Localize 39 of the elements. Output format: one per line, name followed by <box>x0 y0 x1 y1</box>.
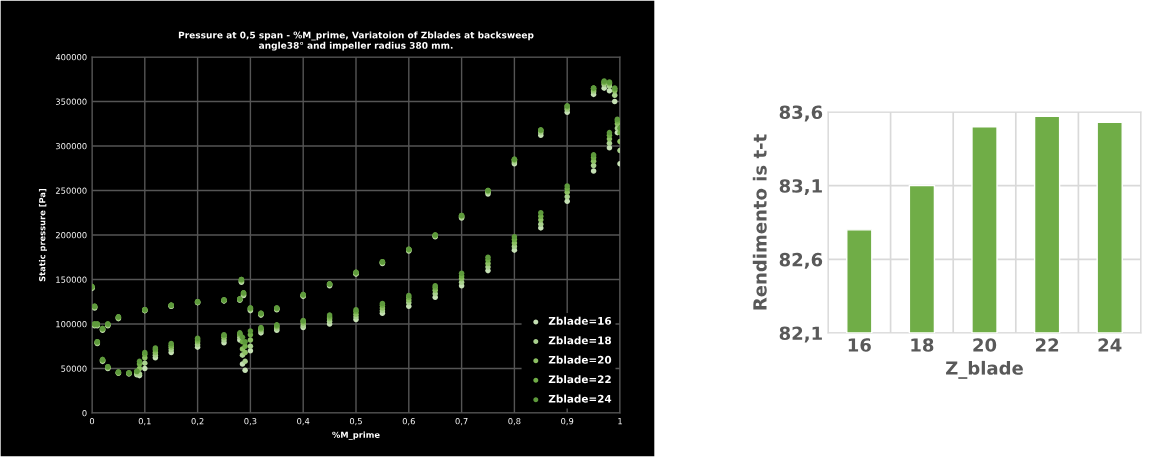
x-tick-label: 0,2 <box>191 418 204 426</box>
x-tick-label: 22 <box>1035 338 1059 352</box>
x-axis-title: %M_prime <box>332 431 380 440</box>
y-tick-label: 0 <box>82 409 87 417</box>
legend-label: Zblade=20 <box>548 355 612 364</box>
legend-label: Zblade=22 <box>548 375 611 384</box>
y-tick-label: 300000 <box>55 142 87 150</box>
x-tick-label: 0,1 <box>138 418 151 426</box>
x-tick-label: 0,3 <box>244 418 257 426</box>
x-tick-label: 0,5 <box>349 418 362 426</box>
x-axis-title: Z_blade <box>946 360 1023 379</box>
x-tick-label: 0 <box>89 418 95 425</box>
x-tick-label: 16 <box>848 338 871 352</box>
y-tick-label: 82,1 <box>779 326 822 343</box>
legend-label: Zblade=24 <box>548 394 612 403</box>
x-tick-label: 0,4 <box>297 418 310 426</box>
y-tick-label: 83,1 <box>779 179 822 196</box>
legend-label: Zblade=18 <box>548 336 612 345</box>
chart-title: Pressure at 0,5 span - %M_prime, Variatoion of Zblades at backsweep angle38° and impeller radius 380 mm. <box>178 31 534 51</box>
y-tick-label: 250000 <box>55 187 87 194</box>
x-tick-label: 0,9 <box>561 418 574 426</box>
y-tick-label: 100000 <box>56 320 87 328</box>
y-tick-label: 83,6 <box>779 105 823 122</box>
y-tick-label: 350000 <box>55 98 87 105</box>
x-tick-label: 1 <box>618 418 622 425</box>
x-tick-label: 0,8 <box>508 418 521 426</box>
y-axis-title: Static pressure [Pa] <box>38 188 47 282</box>
x-tick-label: 18 <box>911 338 934 352</box>
x-tick-label: 0,7 <box>455 418 468 426</box>
y-tick-label: 150000 <box>56 276 87 283</box>
y-tick-label: 400000 <box>55 53 87 61</box>
y-tick-label: 50000 <box>61 365 87 372</box>
x-tick-label: 20 <box>973 338 997 352</box>
x-tick-label: 24 <box>1098 338 1122 352</box>
y-tick-label: 200000 <box>55 231 87 239</box>
y-axis-title: Rendimento is t-t <box>752 134 767 310</box>
y-tick-label: 82,6 <box>779 252 823 269</box>
legend-label: Zblade=16 <box>548 316 612 325</box>
x-tick-label: 0,6 <box>402 418 415 426</box>
